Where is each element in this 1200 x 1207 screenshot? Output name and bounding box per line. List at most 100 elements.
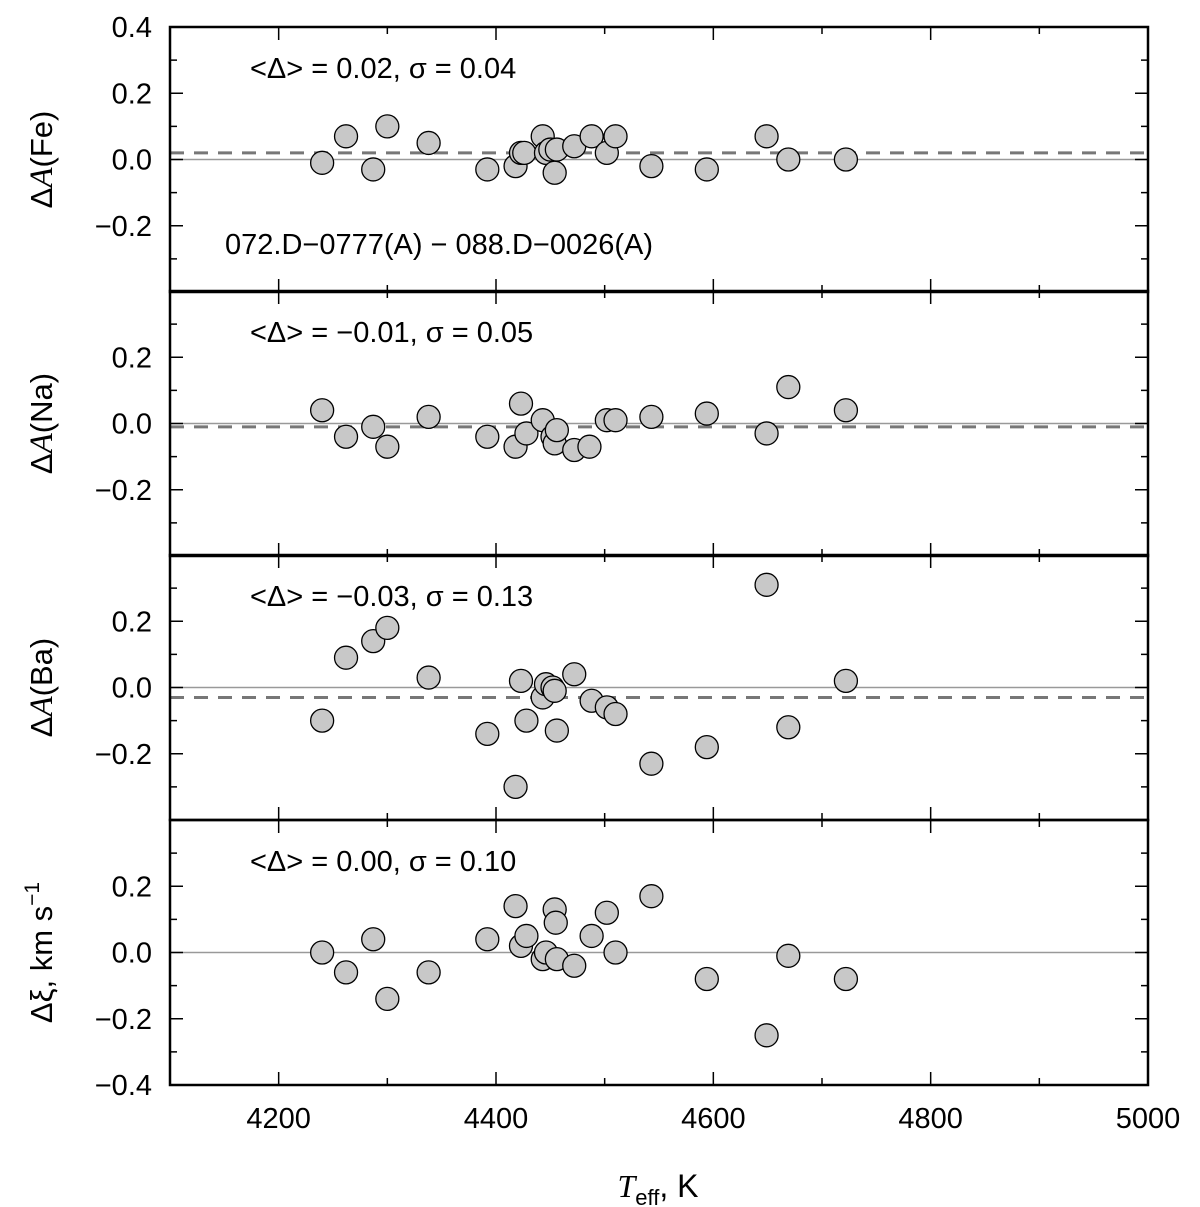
y-tick-label-ba: −0.2 [95,739,152,771]
points-ba [309,572,859,800]
data-point [512,140,537,166]
stats-na: <Δ> = −0.01, σ = 0.05 [250,317,533,349]
x-tick-label: 4800 [898,1103,963,1135]
panel-na: 0.2 0.0 −0.2 <Δ> = −0.01, σ = 0.05 ΔA(Na) [24,289,1150,558]
y-tick-label-xi: 0.0 [112,938,152,970]
data-point [375,434,400,459]
data-point [416,404,441,430]
data-point [361,414,386,439]
y-tick-label-ba: 0.0 [112,673,152,705]
x-tick-label: 4400 [464,1103,529,1135]
data-point [603,408,628,433]
data-point [475,157,500,182]
stats-fe: <Δ> = 0.02, σ = 0.04 [250,53,516,85]
data-point [543,910,568,935]
y-tick-label-na: −0.2 [95,475,152,507]
data-point [754,124,779,149]
data-point [639,153,664,179]
data-point [776,147,801,172]
data-point [508,391,534,416]
y-tick-label-ba: 0.2 [112,606,152,638]
data-point [375,986,400,1012]
data-point [639,751,664,776]
data-point [361,927,386,952]
data-point [508,668,534,694]
x-axis-label: Teff, K [618,1168,699,1207]
data-point [514,923,539,949]
data-point [544,417,570,443]
data-point [375,114,400,139]
data-point [309,398,335,423]
stats-ba: <Δ> = −0.03, σ = 0.13 [250,581,533,613]
data-point [514,708,539,733]
data-point [475,424,500,449]
data-point [562,662,587,687]
data-point [333,645,359,670]
panel-xi: 0.2 0.0 −0.2 −0.4 <Δ> = 0.00, σ = 0.10 Δξ, km… [21,818,1150,1102]
data-point [333,960,359,985]
data-point [754,421,779,446]
data-point [542,678,567,703]
data-point [475,927,500,952]
data-point [361,157,386,182]
points-fe [309,114,859,185]
note-fe: 072.D−0777(A) − 088.D−0026(A) [225,229,653,261]
y-tick-label-xi: −0.2 [95,1004,152,1036]
data-point [694,734,719,760]
points-na [309,374,859,463]
data-point [776,374,801,400]
data-point [603,701,628,727]
x-tick-label: 4600 [681,1103,746,1135]
y-axis-label-na: ΔA(Na) [24,373,60,474]
data-point [416,960,441,985]
data-point [375,615,400,641]
y-tick-label-na: 0.0 [112,409,152,441]
data-point [776,943,801,968]
data-point [694,401,719,426]
data-point [639,404,664,430]
y-tick-label-na: 0.2 [112,342,152,374]
y-axis-label-ba: ΔA(Ba) [24,638,60,737]
data-point [416,130,441,156]
data-point [603,124,628,149]
data-point [333,124,359,149]
panel-ba: 0.2 0.0 −0.2 <Δ> = −0.03, σ = 0.13 ΔA(Ba) [24,553,1150,822]
data-point [333,424,359,449]
data-point [309,940,335,965]
data-point [754,1023,779,1048]
data-point [594,900,619,925]
x-tick-label: 5000 [1116,1103,1181,1135]
y-tick-label-fe: −0.2 [95,211,152,243]
y-tick-label-xi: 0.2 [112,871,152,903]
data-point [694,966,719,992]
y-tick-label-fe: 0.0 [112,145,152,177]
data-point [833,147,859,172]
y-tick-label-fe: 0.2 [112,78,152,110]
data-point [514,421,539,446]
data-point [309,150,335,175]
data-point [544,718,570,743]
data-point [309,708,335,733]
data-point [577,434,602,459]
stats-xi: <Δ> = 0.00, σ = 0.10 [250,846,516,878]
data-point [416,665,441,690]
panels: 0.4 0.2 0.0 −0.2 <Δ> = 0.02, σ = 0.04 072.D−0… [21,12,1180,1135]
data-point [639,884,664,909]
data-point [579,923,604,949]
data-point [603,940,628,965]
data-point [562,953,587,978]
y-tick-label-xi: −0.4 [95,1070,152,1102]
data-point [503,774,528,800]
data-point [694,157,719,182]
data-point [475,721,500,747]
y-axis-label-xi: Δξ, km s−1 [21,882,59,1023]
data-point [754,572,779,597]
data-point [542,160,567,185]
data-point [833,966,859,992]
y-tick-label-fe: 0.4 [112,12,152,44]
data-point [503,893,528,919]
data-point [579,124,604,149]
y-axis-label-fe: ΔA(Fe) [24,111,60,209]
data-point [833,668,859,694]
